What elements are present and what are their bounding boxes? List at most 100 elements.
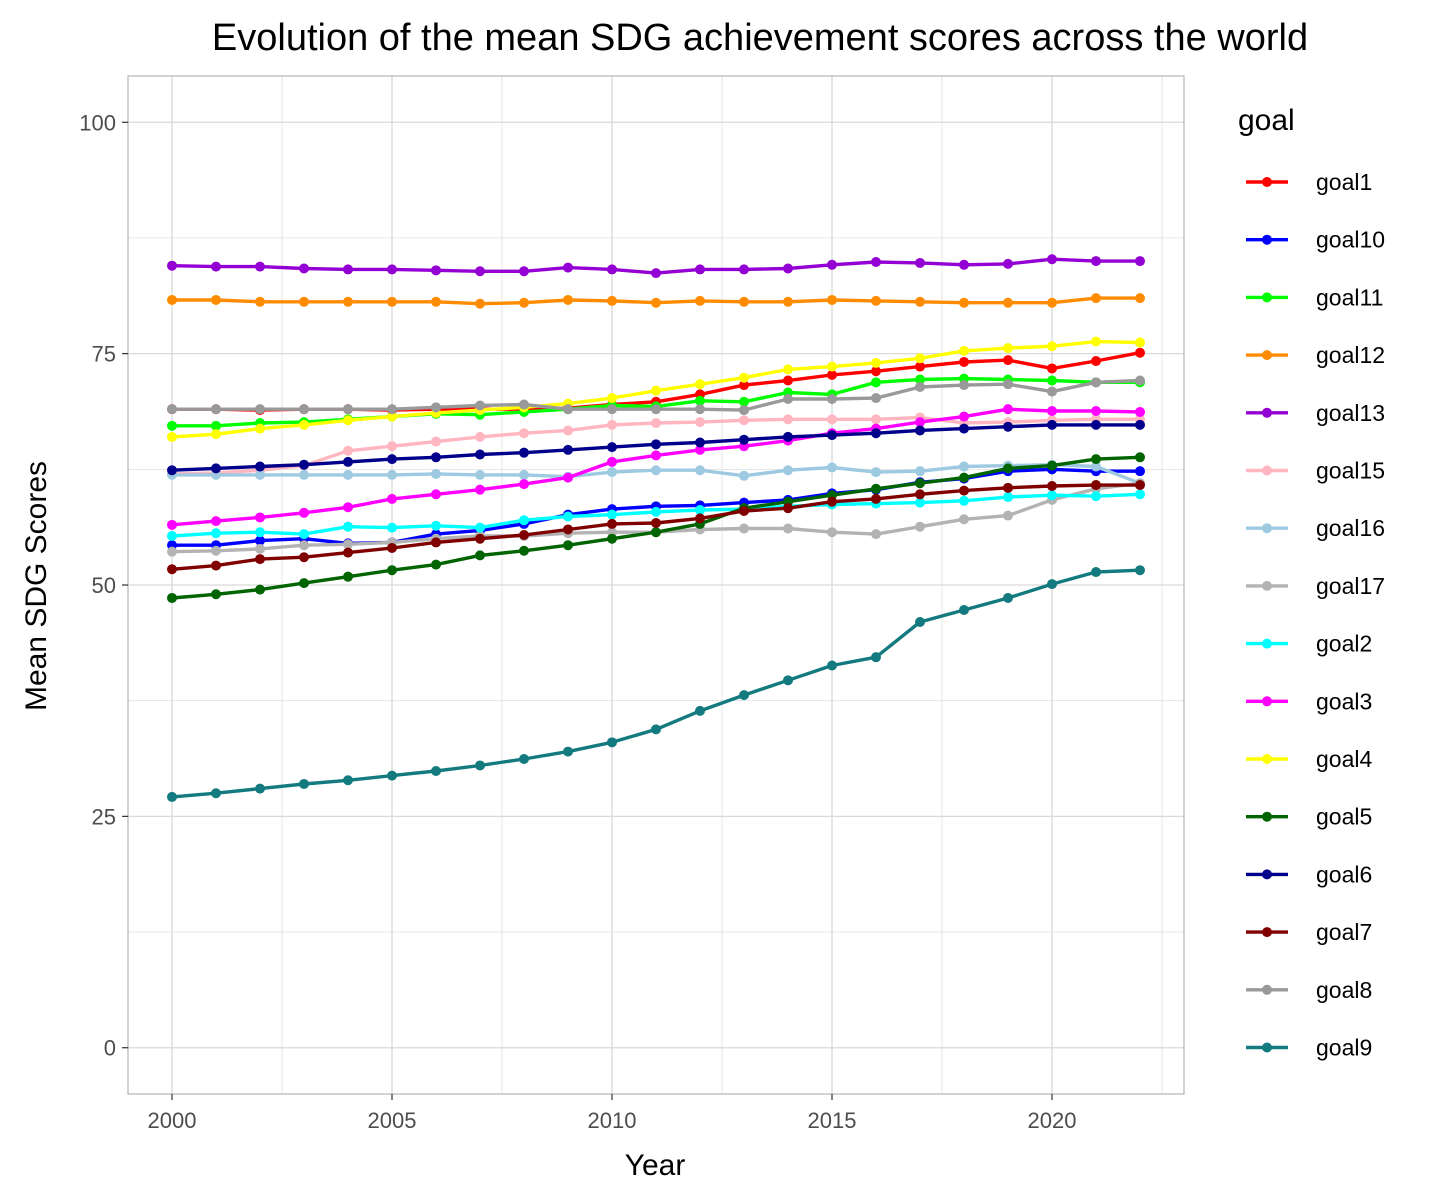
data-point-goal1 <box>1091 356 1101 367</box>
data-point-goal2 <box>959 495 969 506</box>
data-point-goal5 <box>387 565 397 576</box>
data-point-goal7 <box>343 547 353 558</box>
data-point-goal4 <box>607 393 617 404</box>
legend-label: goal4 <box>1316 746 1372 772</box>
legend-item-goal10: goal10 <box>1246 227 1385 253</box>
legend-item-goal16: goal16 <box>1246 515 1385 541</box>
data-point-goal2 <box>915 497 925 508</box>
x-tick-label: 2010 <box>588 1108 637 1133</box>
data-point-goal12 <box>827 294 837 305</box>
data-point-goal16 <box>651 465 661 476</box>
data-point-goal5 <box>1091 454 1101 465</box>
data-point-goal4 <box>343 415 353 426</box>
data-point-goal13 <box>563 262 573 273</box>
x-axis: 2000 2005 2010 2015 2020 <box>148 1094 1076 1133</box>
data-point-goal9 <box>519 753 529 764</box>
data-point-goal10 <box>255 535 265 546</box>
data-point-goal5 <box>1135 452 1145 463</box>
data-point-goal4 <box>211 429 221 440</box>
data-point-goal2 <box>1135 489 1145 500</box>
data-point-goal13 <box>915 257 925 268</box>
data-point-goal9 <box>563 746 573 757</box>
data-point-goal9 <box>827 660 837 671</box>
x-tick-label: 2000 <box>148 1108 197 1133</box>
data-point-goal7 <box>563 524 573 535</box>
x-axis-title: Year <box>625 1149 686 1182</box>
data-point-goal16 <box>1091 461 1101 472</box>
legend-item-goal11: goal11 <box>1246 284 1383 310</box>
data-point-goal5 <box>651 527 661 538</box>
data-point-goal3 <box>1091 406 1101 417</box>
data-point-goal9 <box>255 783 265 794</box>
data-point-goal7 <box>915 489 925 500</box>
data-point-goal7 <box>211 560 221 571</box>
data-point-goal6 <box>959 423 969 434</box>
legend-key-point <box>1262 811 1272 822</box>
data-point-goal16 <box>695 465 705 476</box>
data-point-goal7 <box>871 493 881 504</box>
data-point-goal9 <box>959 604 969 615</box>
series-line-goal9 <box>170 568 1142 799</box>
data-point-goal10 <box>1135 466 1145 477</box>
data-point-goal16 <box>519 469 529 480</box>
legend-key-point <box>1262 984 1272 995</box>
data-point-goal2 <box>651 506 661 517</box>
data-point-goal3 <box>167 519 177 530</box>
data-point-goal4 <box>695 379 705 390</box>
data-point-goal9 <box>915 617 925 628</box>
data-point-goal5 <box>1003 463 1013 474</box>
data-point-goal8 <box>387 404 397 415</box>
data-point-goal3 <box>519 479 529 490</box>
data-point-goal15 <box>871 414 881 425</box>
x-tick-label: 2005 <box>368 1108 417 1133</box>
data-point-goal12 <box>739 296 749 307</box>
data-point-goal12 <box>563 294 573 305</box>
legend-item-goal2: goal2 <box>1246 631 1372 657</box>
data-point-goal16 <box>607 467 617 478</box>
data-point-goal2 <box>211 528 221 539</box>
data-point-goal8 <box>651 404 661 415</box>
data-point-goal2 <box>167 530 177 541</box>
data-point-goal13 <box>827 259 837 270</box>
data-point-goal9 <box>1047 579 1057 590</box>
data-point-goal17 <box>827 527 837 538</box>
data-point-goal12 <box>1091 293 1101 304</box>
data-point-goal16 <box>783 465 793 476</box>
data-point-goal4 <box>739 372 749 383</box>
data-point-goal15 <box>519 428 529 439</box>
data-point-goal6 <box>827 430 837 441</box>
data-point-goal13 <box>739 264 749 275</box>
data-point-goal5 <box>563 540 573 551</box>
data-point-goal5 <box>431 559 441 570</box>
data-point-goal15 <box>387 441 397 452</box>
data-point-goal9 <box>607 737 617 748</box>
data-point-goal2 <box>563 511 573 522</box>
data-point-goal8 <box>1003 379 1013 390</box>
legend-key-point <box>1262 407 1272 418</box>
data-point-goal3 <box>651 450 661 461</box>
data-point-goal9 <box>1003 592 1013 603</box>
data-point-goal16 <box>827 462 837 473</box>
data-point-goal11 <box>211 420 221 431</box>
data-point-goal5 <box>915 478 925 489</box>
data-point-goal6 <box>915 425 925 436</box>
data-point-goal16 <box>915 466 925 477</box>
data-point-goal4 <box>1047 341 1057 352</box>
data-point-goal2 <box>695 505 705 516</box>
data-point-goal8 <box>959 380 969 391</box>
data-point-goal15 <box>783 414 793 425</box>
data-point-goal12 <box>255 296 265 307</box>
data-point-goal2 <box>1091 491 1101 502</box>
data-point-goal12 <box>431 296 441 307</box>
data-point-goal7 <box>607 518 617 529</box>
data-point-goal7 <box>1091 480 1101 491</box>
data-point-goal13 <box>343 264 353 275</box>
data-point-goal7 <box>167 564 177 575</box>
data-point-goal6 <box>739 434 749 445</box>
data-point-goal1 <box>871 366 881 377</box>
data-point-goal17 <box>739 523 749 534</box>
data-point-goal12 <box>959 297 969 308</box>
data-point-goal6 <box>871 428 881 439</box>
data-point-goal7 <box>475 533 485 544</box>
